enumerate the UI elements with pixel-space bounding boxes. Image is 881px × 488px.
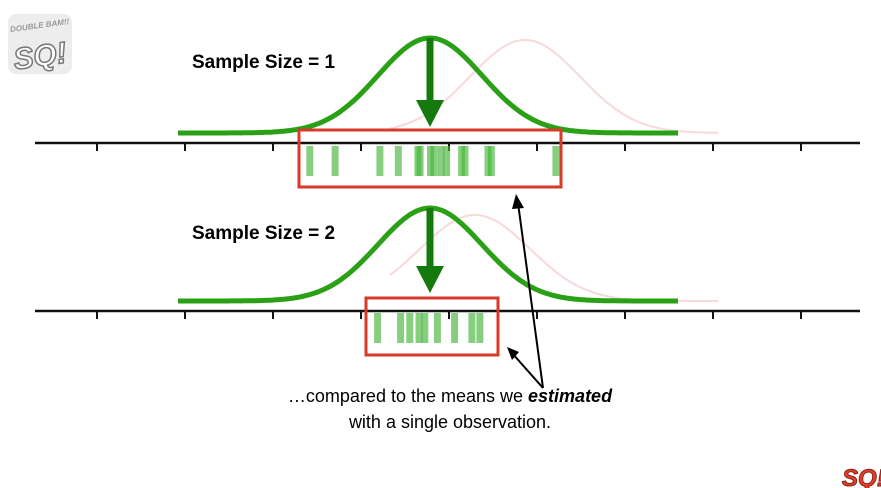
logo-small-big-text: SQ! xyxy=(842,465,881,488)
caption-line-1-prefix: …compared to the means we xyxy=(287,386,529,406)
observation-bar xyxy=(415,313,423,343)
caption-line-2: with a single observation. xyxy=(348,412,552,432)
ghost-curve-2 xyxy=(389,214,718,302)
callout-arrows xyxy=(507,194,544,389)
observation-bar xyxy=(433,313,441,343)
callout-arrow-to-box-2 xyxy=(511,352,544,389)
mean-arrow-1 xyxy=(416,38,444,127)
range-box-1 xyxy=(297,128,563,189)
observation-bar xyxy=(451,313,459,343)
mean-arrow-2 xyxy=(416,208,444,293)
caption-line-1: …compared to the means we estimated xyxy=(150,383,750,409)
observation-bar xyxy=(437,146,445,176)
statquest-logo-small: SQ! xyxy=(838,456,881,488)
mean-arrow-head-2 xyxy=(416,266,444,293)
statquest-logo-small-mark: SQ! xyxy=(838,456,881,488)
observation-bar xyxy=(476,313,484,343)
observation-bar xyxy=(430,146,438,176)
panel-sample-size-2 xyxy=(35,205,860,357)
observation-bar xyxy=(376,146,384,176)
logo-big-text: SQ! xyxy=(11,36,68,76)
observation-bar xyxy=(468,313,476,343)
sample-size-2-label: Sample Size = 2 xyxy=(192,223,336,244)
range-box-2 xyxy=(364,296,500,357)
ghost-curve-1 xyxy=(389,39,718,134)
axis-ticks-2 xyxy=(96,311,802,319)
callout-arrowhead-box-1 xyxy=(512,194,524,209)
observation-bar xyxy=(406,313,414,343)
statquest-logo: DOUBLE BAM!! SQ! xyxy=(6,8,76,80)
observation-bar xyxy=(374,313,382,343)
caption: …compared to the means we estimated with… xyxy=(150,383,750,435)
observation-bar xyxy=(552,146,560,176)
observation-bars-2 xyxy=(374,313,484,343)
observation-bar xyxy=(331,146,339,176)
observation-bar xyxy=(487,146,495,176)
panel-sample-size-1 xyxy=(35,35,860,189)
observation-bar xyxy=(394,146,402,176)
observation-bar xyxy=(397,313,405,343)
caption-emphasis: estimated xyxy=(528,386,613,406)
observation-bar xyxy=(306,146,314,176)
axis-ticks-1 xyxy=(96,143,802,151)
observation-bar xyxy=(416,146,424,176)
mean-arrow-head-1 xyxy=(416,100,444,127)
statquest-logo-mark: DOUBLE BAM!! SQ! xyxy=(8,14,72,77)
observation-bar xyxy=(461,146,469,176)
observation-bars-1 xyxy=(306,146,560,176)
observation-bar xyxy=(443,146,451,176)
callout-arrow-to-box-1 xyxy=(517,202,544,389)
observation-bar xyxy=(421,313,429,343)
callout-arrowhead-box-2 xyxy=(507,347,519,360)
sample-size-1-label: Sample Size = 1 xyxy=(192,52,336,73)
